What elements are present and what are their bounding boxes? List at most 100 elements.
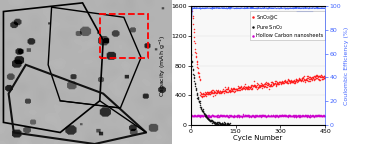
Point: [225, 123, 231, 125]
Point: [276, 114, 282, 116]
Point: [263, 115, 269, 118]
Point: [240, 115, 246, 118]
Point: [300, 77, 306, 79]
Point: [196, 114, 202, 116]
Point: [256, 114, 262, 116]
Point: [234, 114, 240, 117]
Point: [254, 114, 260, 116]
Point: [235, 87, 241, 89]
Point: [280, 114, 287, 116]
Point: [190, 115, 196, 117]
Point: [190, 69, 196, 72]
Point: [282, 114, 288, 117]
Point: [285, 78, 291, 80]
Point: [257, 115, 263, 117]
Point: [251, 114, 257, 117]
Point: [216, 121, 222, 123]
Point: [292, 114, 298, 117]
Point: [263, 82, 269, 85]
Point: [215, 122, 221, 125]
Point: [237, 114, 243, 117]
Point: [216, 115, 222, 118]
Point: [244, 87, 250, 90]
Point: [228, 88, 234, 90]
Point: [203, 116, 209, 118]
Point: [296, 79, 302, 81]
Point: [200, 92, 206, 95]
Point: [320, 115, 326, 117]
Point: [313, 114, 319, 116]
Point: [265, 115, 271, 118]
Point: [226, 122, 232, 125]
Point: [238, 115, 244, 117]
Point: [235, 115, 241, 117]
Point: [218, 92, 224, 94]
Point: [286, 79, 292, 82]
Point: [208, 116, 214, 118]
Y-axis label: Capacity (mAh g$^{-1}$): Capacity (mAh g$^{-1}$): [158, 34, 168, 97]
Point: [214, 89, 220, 92]
Point: [237, 115, 243, 117]
Point: [277, 81, 283, 84]
Point: [206, 92, 212, 94]
Point: [282, 81, 288, 83]
Point: [276, 115, 282, 117]
Point: [285, 82, 291, 84]
Point: [300, 75, 306, 78]
Point: [214, 115, 220, 117]
Point: [191, 28, 197, 31]
Point: [258, 115, 264, 117]
Point: [311, 76, 318, 78]
Point: [265, 114, 271, 116]
Point: [256, 115, 262, 117]
Point: [200, 94, 206, 97]
Point: [320, 76, 326, 78]
Point: [306, 76, 312, 78]
Point: [201, 113, 208, 115]
Point: [255, 83, 261, 86]
Point: [197, 114, 203, 116]
Point: [203, 92, 209, 94]
Point: [223, 88, 229, 90]
Point: [269, 85, 275, 87]
Point: [261, 114, 267, 116]
Point: [322, 77, 328, 79]
Point: [275, 83, 281, 85]
Point: [297, 79, 303, 82]
Point: [280, 81, 287, 84]
Point: [269, 115, 275, 117]
Point: [263, 115, 270, 117]
Point: [242, 113, 248, 116]
Point: [194, 114, 200, 117]
Point: [279, 114, 285, 116]
Point: [204, 117, 211, 120]
Point: [294, 79, 301, 82]
Point: [211, 91, 217, 93]
Point: [235, 85, 241, 88]
Point: [275, 115, 281, 117]
Point: [248, 115, 254, 117]
Point: [189, 5, 195, 8]
Point: [307, 77, 313, 80]
Point: [215, 123, 222, 125]
Point: [226, 90, 232, 93]
Point: [260, 83, 266, 86]
Point: [233, 115, 239, 117]
Point: [240, 113, 246, 116]
Point: [321, 77, 327, 79]
Point: [317, 114, 323, 116]
Point: [227, 122, 233, 124]
Point: [188, 53, 194, 56]
Point: [273, 115, 279, 117]
Point: [239, 87, 245, 89]
Point: [312, 115, 318, 117]
Point: [217, 114, 223, 116]
Point: [244, 115, 250, 117]
Point: [281, 114, 287, 116]
Point: [244, 86, 250, 88]
Point: [300, 114, 306, 117]
Point: [222, 122, 228, 124]
Point: [289, 81, 295, 83]
Point: [292, 81, 298, 84]
Point: [304, 115, 310, 118]
